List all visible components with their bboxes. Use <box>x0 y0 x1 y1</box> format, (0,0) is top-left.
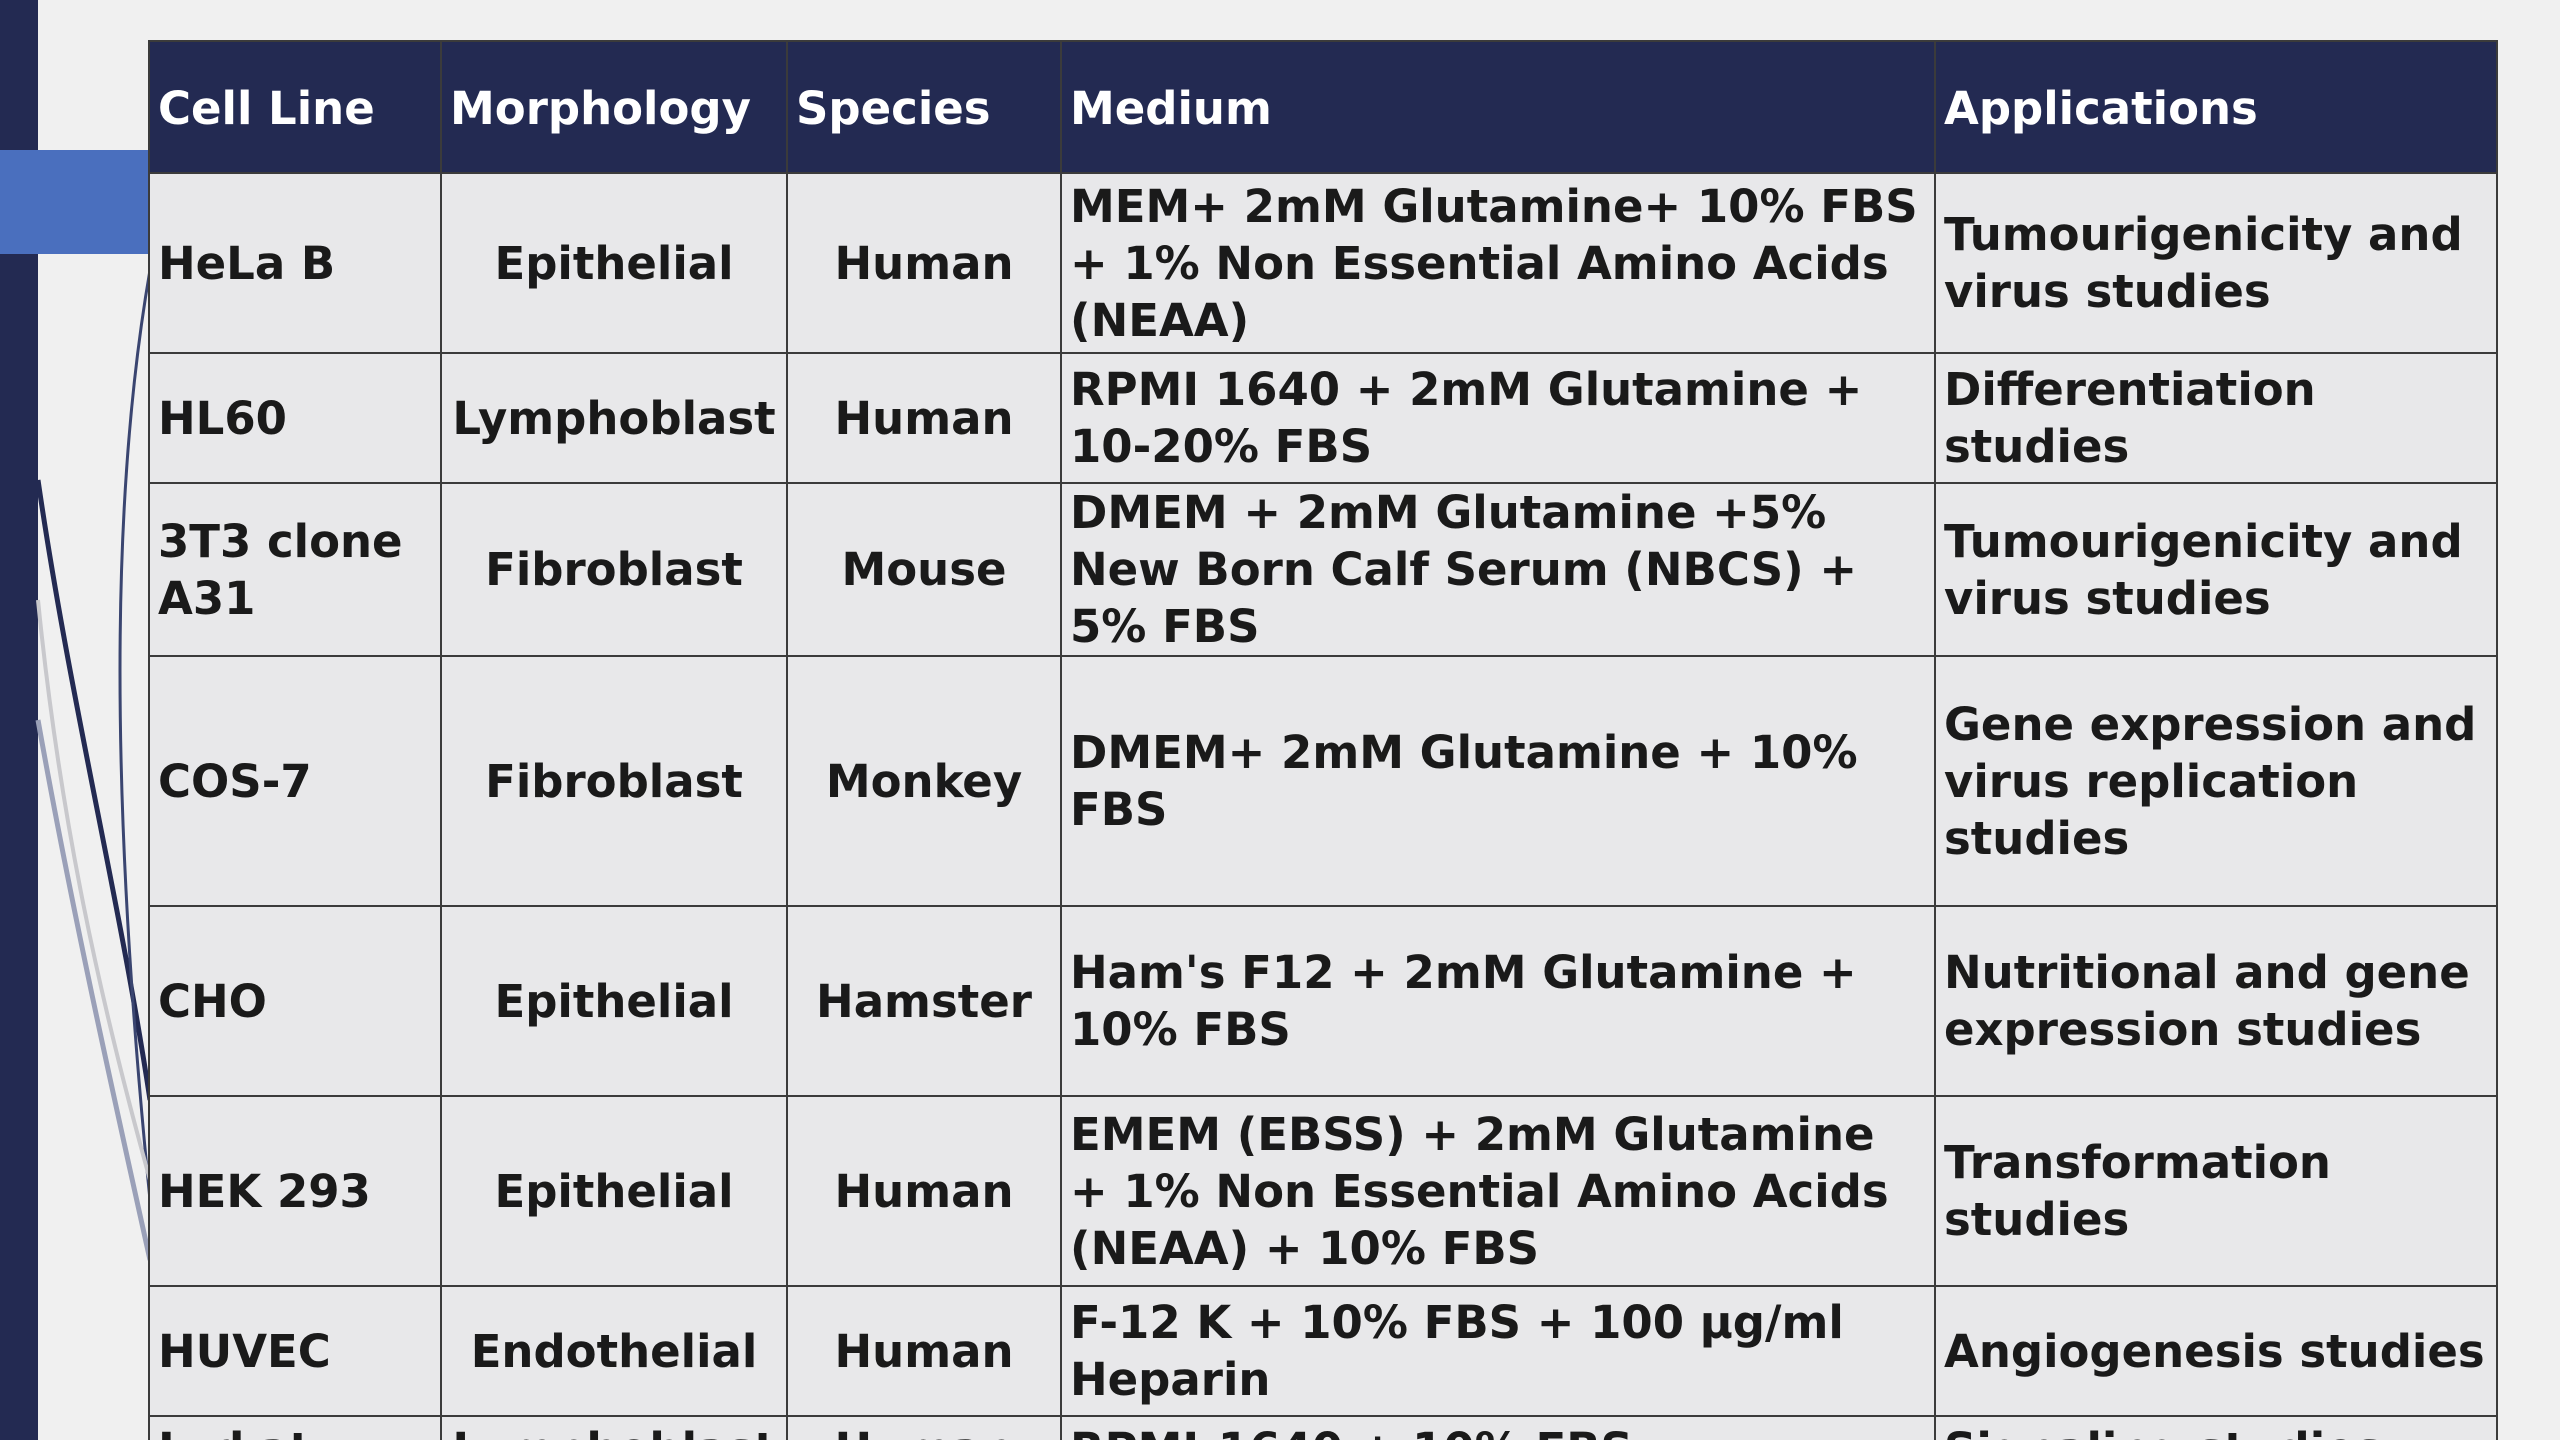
morphology: Fibroblast <box>440 482 788 657</box>
medium: Ham's F12 + 2mM Glutamine + 10% FBS <box>1060 905 1936 1097</box>
cell-line: CHO <box>148 905 442 1097</box>
species: Human <box>786 1415 1062 1440</box>
species: Human <box>786 1285 1062 1417</box>
cell-line: HL60 <box>148 352 442 484</box>
header-medium: Medium <box>1060 40 1936 174</box>
header-species: Species <box>786 40 1062 174</box>
morphology: Fibroblast <box>440 655 788 907</box>
morphology: Endothelial <box>440 1285 788 1417</box>
cell-lines-table: Cell Line Morphology Species Medium Appl… <box>148 40 2498 1440</box>
cell-line: HeLa B <box>148 172 442 354</box>
medium: RPMI-1640 + 10% FBS <box>1060 1415 1936 1440</box>
species: Human <box>786 352 1062 484</box>
morphology: Epithelial <box>440 905 788 1097</box>
medium: MEM+ 2mM Glutamine+ 10% FBS + 1% Non Ess… <box>1060 172 1936 354</box>
accent-block <box>0 150 148 254</box>
morphology: Lymphoblast <box>440 1415 788 1440</box>
header-applications: Applications <box>1934 40 2498 174</box>
decorative-curves <box>35 269 153 1261</box>
medium: EMEM (EBSS) + 2mM Glutamine + 1% Non Ess… <box>1060 1095 1936 1287</box>
medium: DMEM+ 2mM Glutamine + 10% FBS <box>1060 655 1936 907</box>
applications: Signaling studies <box>1934 1415 2498 1440</box>
header-morphology: Morphology <box>440 40 788 174</box>
medium: F-12 K + 10% FBS + 100 µg/ml Heparin <box>1060 1285 1936 1417</box>
applications: Tumourigenicity and virus studies <box>1934 172 2498 354</box>
species: Mouse <box>786 482 1062 657</box>
table-row: Jurkat Lymphoblast Human RPMI-1640 + 10%… <box>148 1415 2498 1440</box>
species: Monkey <box>786 655 1062 907</box>
header-cell-line: Cell Line <box>148 40 442 174</box>
cell-line: 3T3 clone A31 <box>148 482 442 657</box>
applications: Gene expression and virus replication st… <box>1934 655 2498 907</box>
table-row: HeLa B Epithelial Human MEM+ 2mM Glutami… <box>148 172 2498 354</box>
species: Hamster <box>786 905 1062 1097</box>
table-row: COS-7 Fibroblast Monkey DMEM+ 2mM Glutam… <box>148 655 2498 907</box>
medium: DMEM + 2mM Glutamine +5% New Born Calf S… <box>1060 482 1936 657</box>
applications: Nutritional and gene expression studies <box>1934 905 2498 1097</box>
cell-line: HUVEC <box>148 1285 442 1417</box>
cell-line: Jurkat <box>148 1415 442 1440</box>
species: Human <box>786 1095 1062 1287</box>
cell-line: COS-7 <box>148 655 442 907</box>
species: Human <box>786 172 1062 354</box>
morphology: Epithelial <box>440 172 788 354</box>
table-row: HL60 Lymphoblast Human RPMI 1640 + 2mM G… <box>148 352 2498 484</box>
table-row: HEK 293 Epithelial Human EMEM (EBSS) + 2… <box>148 1095 2498 1287</box>
applications: Differentiation studies <box>1934 352 2498 484</box>
applications: Angiogenesis studies <box>1934 1285 2498 1417</box>
medium: RPMI 1640 + 2mM Glutamine + 10-20% FBS <box>1060 352 1936 484</box>
applications: Tumourigenicity and virus studies <box>1934 482 2498 657</box>
morphology: Epithelial <box>440 1095 788 1287</box>
table-row: HUVEC Endothelial Human F-12 K + 10% FBS… <box>148 1285 2498 1417</box>
applications: Transformation studies <box>1934 1095 2498 1287</box>
table-row: 3T3 clone A31 Fibroblast Mouse DMEM + 2m… <box>148 482 2498 657</box>
table-row: CHO Epithelial Hamster Ham's F12 + 2mM G… <box>148 905 2498 1097</box>
cell-line: HEK 293 <box>148 1095 442 1287</box>
morphology: Lymphoblast <box>440 352 788 484</box>
header-row: Cell Line Morphology Species Medium Appl… <box>148 40 2498 174</box>
